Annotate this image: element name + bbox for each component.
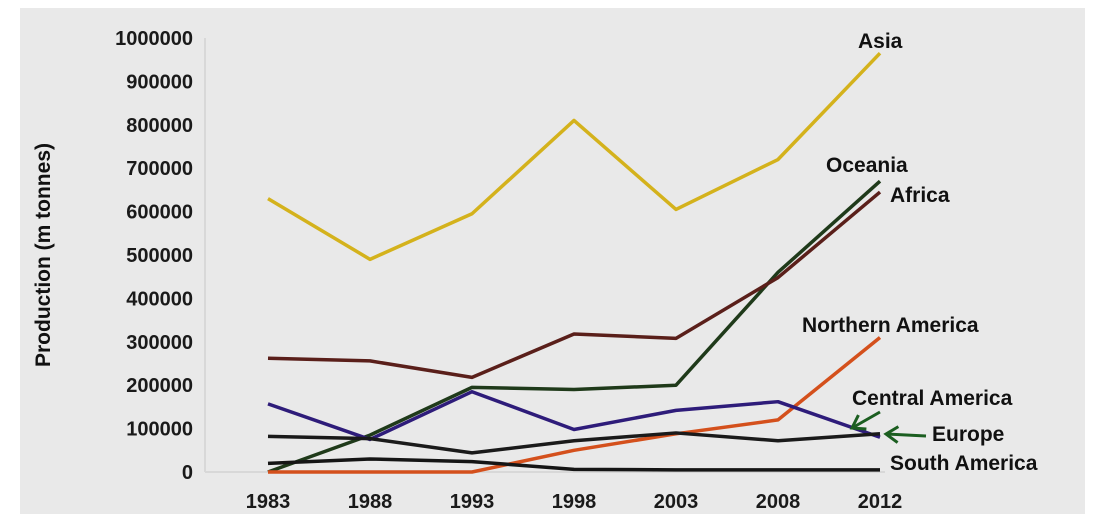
y-axis-title: Production (m tonnes) — [32, 143, 55, 367]
y-tick-label: 900000 — [126, 71, 193, 93]
y-tick-label: 400000 — [126, 288, 193, 310]
plot-background — [20, 8, 1085, 514]
x-tick-label: 2012 — [858, 491, 903, 513]
series-line-africa — [267, 190, 882, 380]
series-label-northern-america: Northern America — [802, 314, 979, 337]
y-tick-label: 0 — [182, 462, 193, 484]
y-tick-labels: 0 100000 200000 300000 400000 500000 600000 700… — [115, 28, 193, 484]
series-line-europe — [267, 431, 881, 455]
x-tick-label: 2008 — [756, 491, 801, 513]
y-tick-label: 700000 — [126, 158, 193, 180]
x-tick-label: 1993 — [450, 491, 495, 513]
series-line-oceania — [267, 179, 882, 474]
series-line-northern-america — [268, 336, 882, 474]
x-tick-label: 1988 — [348, 491, 393, 513]
arrow-central-america — [849, 410, 881, 431]
x-tick-labels: 1983 1988 1993 1998 2003 2008 2012 — [246, 491, 903, 513]
y-tick-label: 1000000 — [115, 28, 193, 50]
series-line-south-america — [267, 457, 880, 472]
series-label-africa: Africa — [890, 184, 950, 207]
y-tick-label: 600000 — [126, 202, 193, 224]
y-tick-label: 200000 — [126, 375, 193, 397]
x-tick-label: 1983 — [246, 491, 291, 513]
pointer-arrows — [849, 410, 927, 444]
series-label-oceania: Oceania — [826, 154, 908, 177]
series-labels: Asia Oceania Africa Northern America Central… — [802, 30, 1038, 475]
y-tick-label: 500000 — [126, 245, 193, 267]
series-label-asia: Asia — [858, 30, 903, 53]
series-label-central-america: Central America — [852, 387, 1013, 410]
axes — [204, 38, 885, 473]
y-tick-label: 100000 — [126, 419, 193, 441]
series-label-europe: Europe — [932, 423, 1004, 446]
series-label-south-america: South America — [890, 452, 1038, 475]
series-line-asia — [267, 51, 882, 262]
x-tick-label: 2003 — [654, 491, 699, 513]
arrow-europe — [883, 425, 927, 444]
series-lines — [267, 51, 882, 474]
x-tick-label: 1998 — [552, 491, 597, 513]
y-tick-label: 800000 — [126, 115, 193, 137]
y-tick-label: 300000 — [126, 332, 193, 354]
series-line-central-america — [267, 389, 881, 442]
